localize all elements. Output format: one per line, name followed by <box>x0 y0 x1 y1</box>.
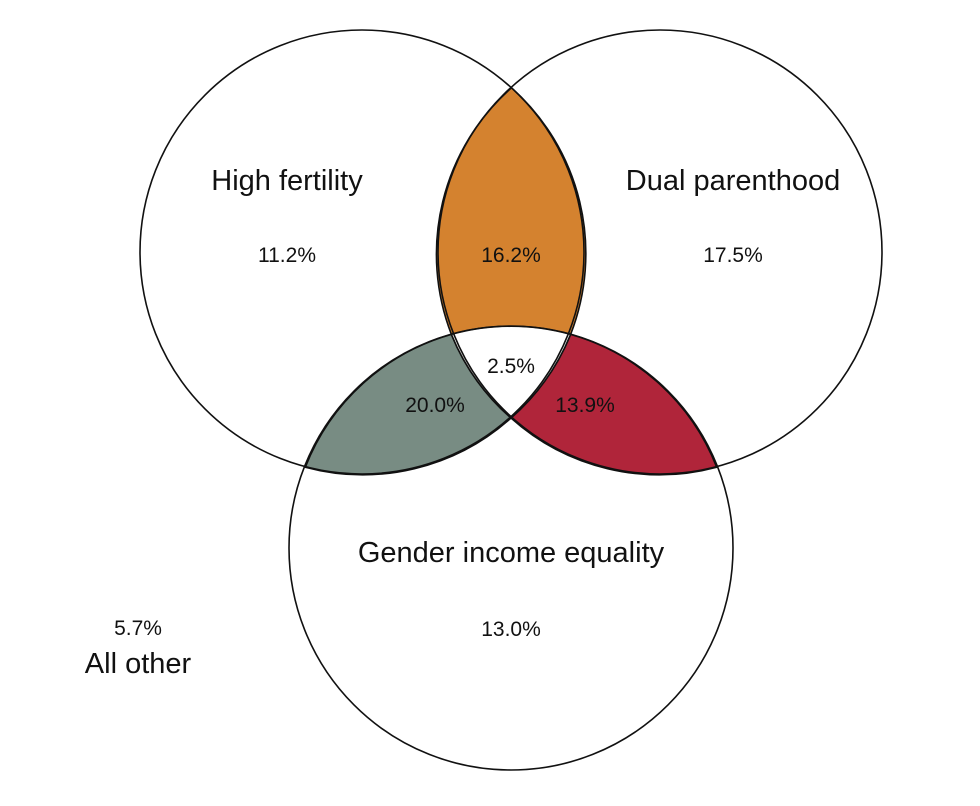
set-label-dual-parenthood: Dual parenthood <box>626 165 840 197</box>
value-high-fertility-dual-parenthood: 16.2% <box>481 244 541 267</box>
set-label-high-fertility: High fertility <box>211 165 363 197</box>
circle-high-fertility <box>139 29 585 475</box>
region-high-fertility-dual-parenthood <box>435 86 587 336</box>
value-all-three: 2.5% <box>487 355 535 378</box>
circle-gender-income-equality <box>288 325 734 771</box>
value-gender-income-equality-only: 13.0% <box>481 618 541 641</box>
label-all-other: All other <box>85 648 192 680</box>
set-label-gender-income-equality: Gender income equality <box>358 537 665 569</box>
value-high-fertility-only: 11.2% <box>258 244 316 267</box>
value-dual-parenthood-only: 17.5% <box>703 244 763 267</box>
circle-dual-parenthood <box>437 29 883 475</box>
value-dual-parenthood-gender-income-equality: 13.9% <box>555 394 615 417</box>
value-high-fertility-gender-income-equality: 20.0% <box>405 394 465 417</box>
value-all-other: 5.7% <box>114 617 162 640</box>
